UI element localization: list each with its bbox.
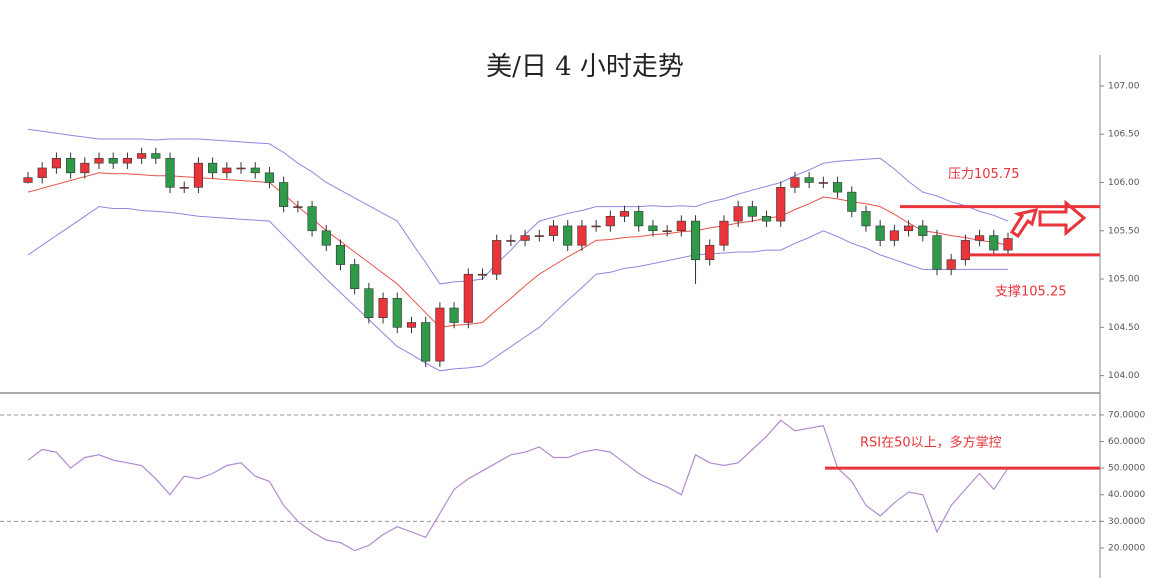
candle-body: [293, 206, 303, 208]
band-line: [27, 128, 1009, 285]
y-tick-label: 60.0000: [1108, 437, 1145, 447]
y-tick-label: 20.0000: [1108, 543, 1145, 553]
arrow: [1009, 207, 1039, 239]
candle-body: [392, 298, 402, 328]
candle-body: [66, 158, 76, 174]
candle-body: [904, 225, 914, 232]
candle-body: [1003, 238, 1013, 251]
y-tick-label: 50.0000: [1108, 464, 1145, 474]
y-tick-label: 104.50: [1108, 323, 1140, 333]
candle-body: [946, 259, 956, 270]
candle-body: [51, 158, 61, 169]
candle-body: [932, 235, 942, 270]
candle-body: [676, 220, 686, 232]
candle-body: [648, 225, 658, 232]
candle-body: [619, 211, 630, 217]
candle-body: [250, 167, 260, 174]
candle-body: [861, 211, 871, 227]
y-tick-label: 105.50: [1108, 226, 1140, 236]
candle-body: [776, 187, 786, 222]
candle-body: [804, 177, 814, 183]
candle-body: [975, 235, 985, 241]
y-tick-label: 107.00: [1108, 81, 1140, 91]
candle-body: [463, 273, 473, 323]
candle-body: [264, 172, 275, 183]
candle-body: [122, 158, 132, 164]
candle-body: [406, 322, 417, 328]
candle-body: [761, 215, 772, 222]
candle-body: [960, 240, 970, 261]
candle-body: [818, 182, 828, 184]
candle-body: [563, 225, 573, 246]
level-label: 压力105.75: [948, 167, 1020, 182]
candle-body: [747, 206, 757, 217]
candle-body: [193, 162, 203, 188]
candle-body: [378, 298, 388, 318]
candle-body: [690, 220, 701, 261]
candle-body: [421, 322, 431, 362]
candle-body: [889, 230, 899, 241]
candle-body: [94, 158, 104, 164]
candle-body: [236, 167, 246, 170]
candle-body: [335, 244, 346, 265]
candle-body: [364, 288, 374, 318]
candle-body: [222, 167, 232, 174]
y-tick-label: 106.00: [1108, 178, 1140, 188]
candle-body: [435, 307, 445, 362]
candle-body: [605, 215, 615, 227]
band-line: [27, 206, 1008, 372]
candle-body: [705, 244, 715, 261]
candle-body: [918, 225, 928, 236]
candle-body: [847, 191, 857, 212]
candle-body: [477, 273, 488, 276]
level-label: 支撑105.25: [995, 284, 1067, 299]
rsi-line: [27, 419, 1009, 552]
candle-body: [591, 225, 601, 228]
level-label: RSI在50以上，多方掌控: [860, 435, 1002, 451]
y-tick-label: 104.00: [1108, 371, 1140, 381]
candle-body: [279, 182, 289, 207]
candle-body: [321, 230, 331, 246]
candle-body: [179, 187, 189, 189]
candle-body: [108, 158, 118, 164]
candle-body: [577, 225, 587, 246]
arrow: [1038, 199, 1087, 237]
candle-body: [790, 177, 800, 188]
candle-body: [151, 153, 161, 159]
candle-body: [733, 206, 743, 222]
y-tick-label: 40.0000: [1108, 490, 1145, 500]
y-tick-label: 70.0000: [1108, 410, 1145, 420]
candle-body: [662, 230, 672, 233]
band-line: [27, 172, 1009, 328]
candle-body: [548, 225, 559, 236]
candle-body: [80, 162, 90, 174]
candle-body: [875, 225, 885, 241]
chart-title: 美/日 4 小时走势: [486, 52, 684, 82]
candle-body: [989, 235, 999, 251]
candle-body: [23, 177, 33, 183]
candle-body: [208, 162, 218, 174]
y-tick-label: 106.50: [1108, 130, 1140, 140]
candle-body: [634, 211, 644, 227]
y-tick-label: 30.0000: [1108, 517, 1145, 527]
candle-body: [449, 307, 459, 323]
candle-body: [350, 264, 360, 290]
candle-body: [137, 153, 147, 159]
candle-body: [37, 167, 47, 178]
candle-body: [520, 235, 530, 241]
candle-body: [492, 240, 502, 275]
arrows: [1009, 199, 1087, 239]
candle-body: [165, 158, 175, 188]
candle-body: [506, 240, 516, 242]
candle-body: [719, 220, 729, 246]
y-tick-label: 105.00: [1108, 275, 1140, 285]
candle-body: [307, 206, 317, 232]
candle-body: [534, 235, 544, 237]
candle-body: [833, 182, 843, 193]
